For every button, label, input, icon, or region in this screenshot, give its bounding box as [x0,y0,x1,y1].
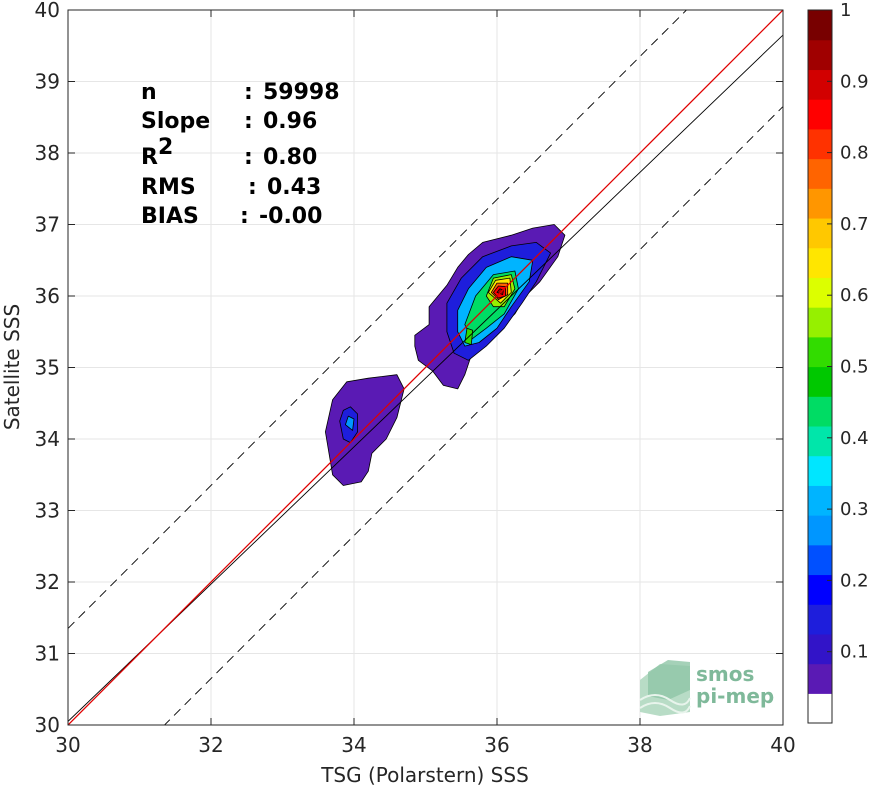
stat-label: RMS [141,175,196,200]
colorbar-segment [808,425,832,457]
x-tick-label: 32 [198,733,223,757]
colorbar-tick-label: 0.2 [840,570,869,591]
x-tick-label: 30 [55,733,80,757]
y-tick-label: 36 [35,284,60,308]
colorbar-segment [808,99,832,130]
x-tick-label: 40 [770,733,795,757]
x-axis-label: TSG (Polarstern) SSS [320,763,529,787]
x-axis-ticks: 30 32 34 36 38 40 [55,10,796,757]
colorbar-segment [808,10,832,41]
reference-lines [68,10,783,725]
grid [67,9,784,726]
watermark-line2: pi-mep [696,684,774,708]
x-tick-label: 38 [627,733,652,757]
y-tick-label: 35 [35,356,60,380]
x-tick-label: 36 [484,733,509,757]
colorbar-tick-label: 0.3 [840,499,869,520]
stat-label: n [141,80,157,105]
y-tick-label: 40 [35,0,60,22]
y-axis-ticks: 30 31 32 33 34 35 36 37 38 39 40 [35,0,783,737]
stat-label: BIAS [141,204,199,229]
stat-value: 59998 [263,80,340,105]
y-tick-label: 31 [35,642,60,666]
colorbar-segment [808,217,832,249]
colorbar-tick-label: 0.7 [840,214,869,235]
stat-label: Slope [141,109,210,134]
density-contour [344,415,355,431]
colorbar-segment [808,604,832,635]
colorbar-tick-label: 1 [840,0,851,21]
colorbar-tick-label: 0.9 [840,71,869,92]
colorbar-segment [808,336,832,368]
y-tick-label: 32 [35,570,60,594]
stat-separator: : [240,204,249,229]
x-tick-label: 34 [341,733,366,757]
smos-pimep-logo-icon [639,660,691,716]
colorbar-segment [808,663,832,694]
colorbar-tick-label: 0.5 [840,357,869,378]
colorbar-segment [808,307,832,338]
colorbar-tick-label: 0.8 [840,143,869,164]
line-regression [68,34,783,722]
stat-value: -0.00 [259,204,322,229]
watermark-line1: smos [696,662,754,686]
stat-value: 0.80 [263,145,317,170]
colorbar-segment [808,247,832,278]
density-contour [324,374,405,486]
colorbar-segment [808,485,832,516]
statistics-box: n: 59998 Slope: 0.96 R 2: 0.80 RMS: 0.43 BIAS… [141,80,340,229]
colorbar-segment [808,39,832,71]
colorbar-segment [808,366,832,397]
y-tick-label: 37 [35,213,60,237]
stat-separator: : [244,80,253,105]
colorbar-segment [808,188,832,219]
colorbar-segment [808,544,832,576]
line-bound-lower [163,106,783,725]
stat-value: 0.43 [267,175,321,200]
colorbar-segment [808,455,832,486]
y-tick-label: 30 [35,713,60,737]
y-axis-label: Satellite SSS [0,304,24,430]
colorbar-segment [808,158,832,189]
y-tick-label: 33 [35,499,60,523]
stat-label: R [141,145,158,170]
colorbar: 0.1 0.2 0.3 0.4 0.5 0.6 0.7 0.8 0.9 1 [807,0,869,724]
stat-separator: : [244,145,253,170]
y-tick-label: 38 [35,141,60,165]
stat-superscript: 2 [158,135,173,160]
colorbar-segment [808,515,832,546]
y-tick-label: 34 [35,427,60,451]
line-bound-upper [68,10,688,629]
colorbar-tick-label: 0.6 [840,285,869,306]
colorbar-segment [808,128,832,160]
colorbar-segment [808,277,832,308]
watermark: smos pi-mep [639,660,774,716]
colorbar-segment [808,396,832,427]
colorbar-segment [808,69,832,100]
colorbar-tick-label: 0.4 [840,428,869,449]
stat-separator: : [248,175,257,200]
colorbar-segment [808,693,832,724]
stat-separator: : [244,109,253,134]
colorbar-segment [808,574,832,605]
y-tick-label: 39 [35,70,60,94]
colorbar-tick-label: 0.1 [840,642,869,663]
colorbar-segment [808,633,832,665]
stat-value: 0.96 [263,109,317,134]
line-identity [68,10,783,725]
